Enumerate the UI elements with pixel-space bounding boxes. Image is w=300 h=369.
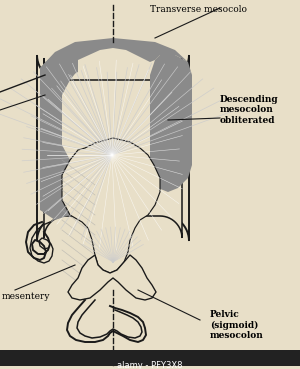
Text: Descending
mesocolon
obliterated: Descending mesocolon obliterated — [220, 95, 279, 125]
Polygon shape — [44, 58, 182, 238]
Text: mesentery: mesentery — [2, 292, 50, 301]
Polygon shape — [62, 138, 160, 273]
Polygon shape — [68, 255, 156, 300]
Polygon shape — [40, 38, 188, 90]
Text: Pelvic
(sigmoid)
mesocolon: Pelvic (sigmoid) mesocolon — [210, 310, 264, 340]
Bar — [0, 350, 300, 366]
Polygon shape — [37, 55, 189, 241]
Polygon shape — [150, 55, 192, 192]
Text: Transverse mesocolo: Transverse mesocolo — [150, 5, 247, 14]
Text: alamy - PFY3X8: alamy - PFY3X8 — [117, 362, 183, 369]
Polygon shape — [40, 55, 78, 220]
